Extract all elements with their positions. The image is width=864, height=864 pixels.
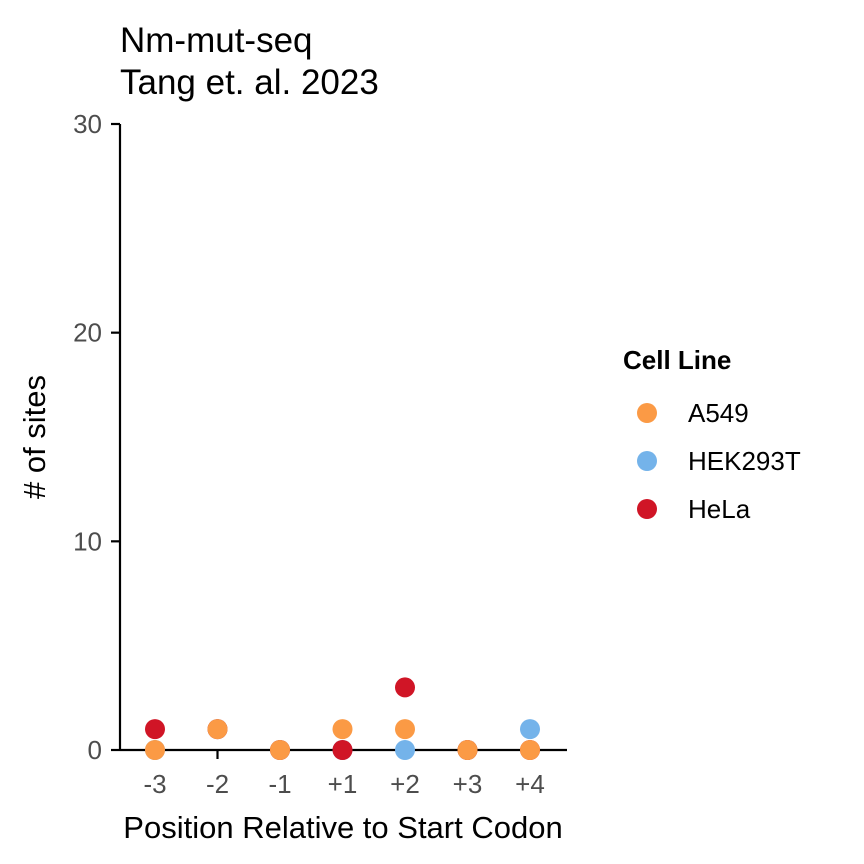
legend-title: Cell Line <box>623 345 731 375</box>
data-point-hek293t <box>395 740 415 760</box>
x-tick-label: +1 <box>328 769 358 799</box>
x-tick-label: +4 <box>515 769 545 799</box>
data-point-hela <box>395 677 415 698</box>
y-tick-label: 30 <box>73 109 102 139</box>
chart-title: Nm-mut-seq <box>120 21 313 60</box>
data-point-hela <box>332 740 353 760</box>
data-point-a549 <box>332 719 353 740</box>
y-tick-label: 10 <box>73 526 102 556</box>
data-points <box>145 677 540 760</box>
y-axis-ticks: 0 10 20 30 <box>73 109 120 765</box>
data-point-hek293t <box>520 719 540 740</box>
x-axis-title: Position Relative to Start Codon <box>123 810 562 845</box>
x-tick-label: +2 <box>390 769 420 799</box>
y-axis-title: # of sites <box>17 375 52 499</box>
data-point-a549 <box>520 740 540 760</box>
data-point-a549 <box>457 740 478 760</box>
plot-area: 0 10 20 30 -3 -2 -1 +1 +2 +3 +4 <box>73 109 567 799</box>
legend-swatch <box>637 451 657 471</box>
data-point-a549 <box>145 740 165 760</box>
data-point-hela <box>145 719 165 740</box>
legend-label: A549 <box>688 398 749 428</box>
x-tick-label: -3 <box>143 769 166 799</box>
data-point-a549 <box>395 719 415 740</box>
legend-items: A549 HEK293T HeLa <box>637 398 801 524</box>
data-point-a549 <box>207 719 228 740</box>
legend: Cell Line A549 HEK293T HeLa <box>623 345 801 524</box>
legend-swatch <box>637 403 657 423</box>
data-point-a549 <box>270 740 290 760</box>
x-tick-label: -2 <box>206 769 229 799</box>
legend-label: HEK293T <box>688 446 801 476</box>
legend-label: HeLa <box>688 494 751 524</box>
x-tick-label: -1 <box>268 769 291 799</box>
y-tick-label: 0 <box>88 735 102 765</box>
y-tick-label: 20 <box>73 318 102 348</box>
chart-subtitle: Tang et. al. 2023 <box>120 63 379 102</box>
legend-swatch <box>637 499 657 519</box>
x-tick-label: +3 <box>453 769 483 799</box>
